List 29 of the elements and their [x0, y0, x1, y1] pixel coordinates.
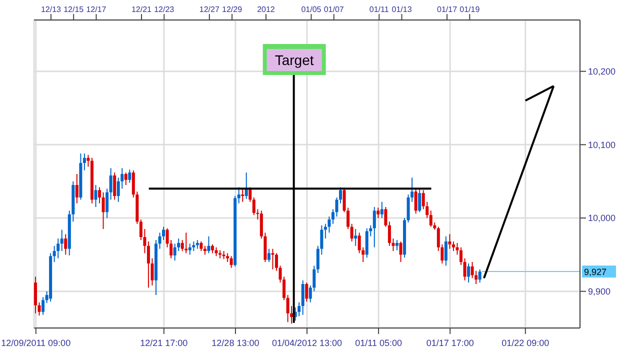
x2-tick-label: 01/11	[369, 5, 390, 14]
ref-line-label: 9,927	[584, 267, 607, 278]
x-tick-label: 01/04/2012 13:00	[272, 338, 342, 348]
y-tick-label: 9,900	[588, 286, 611, 297]
annotation: Target	[274, 52, 314, 68]
x2-tick-label: 01/07	[324, 5, 344, 14]
x2-tick-label: 01/17	[437, 5, 458, 14]
x-tick-label: 01/11 05:00	[355, 338, 402, 348]
x-tick-label: 12/21 17:00	[140, 338, 188, 348]
x-tick-label: 01/22 09:00	[502, 338, 550, 348]
x2-tick-label: 01/19	[460, 5, 480, 14]
x-tick-label: 01/17 17:00	[426, 338, 474, 348]
x2-tick-label: 12/23	[154, 5, 175, 14]
x2-tick-label: 12/13	[40, 5, 62, 14]
x2-tick-label: 01/13	[392, 5, 412, 14]
y-tick-label: 10,200	[588, 66, 616, 77]
candlestick	[184, 232, 188, 254]
x2-tick-label: 12/17	[86, 5, 107, 14]
x2-tick-label: 12/15	[64, 5, 84, 14]
x2-tick-label: 12/21	[131, 5, 152, 14]
x2-tick-label: 12/29	[222, 5, 243, 14]
y-tick-label: 10,100	[588, 140, 616, 150]
candlestick	[271, 248, 274, 270]
x2-tick-label: 2012	[257, 5, 276, 14]
y-tick-label: 10,000	[588, 213, 616, 224]
x2-tick-label: 01/05	[301, 5, 322, 14]
x2-tick-label: 12/27	[199, 5, 220, 14]
x-tick-label: 12/28 13:00	[212, 338, 260, 348]
x-tick-label: 12/09/2011 09:00	[1, 338, 71, 348]
